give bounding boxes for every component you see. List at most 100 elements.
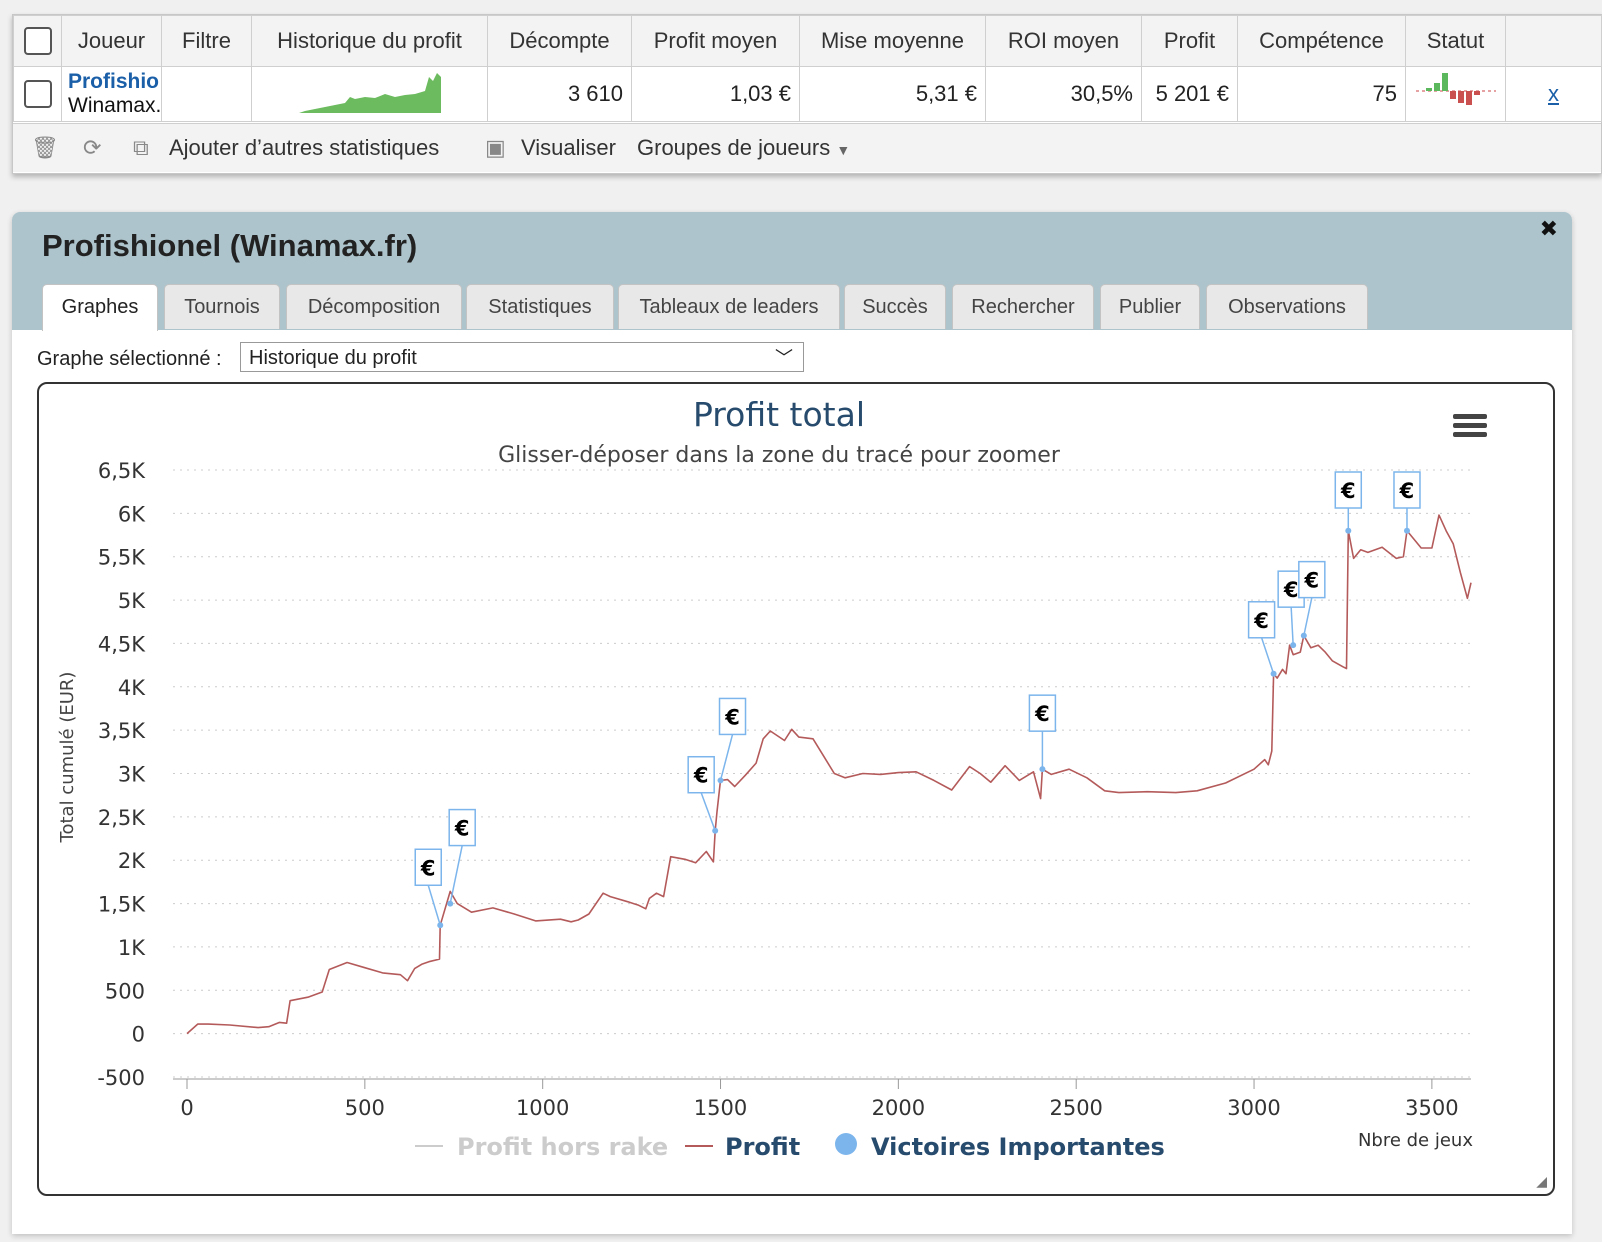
- close-icon[interactable]: ✖: [1539, 216, 1558, 241]
- tab-succes[interactable]: Succès: [844, 284, 946, 329]
- tab-leaderboards[interactable]: Tableaux de leaders: [618, 284, 840, 329]
- tab-observations[interactable]: Observations: [1206, 284, 1368, 329]
- marker-flag-label: €: [1399, 479, 1415, 503]
- marker-flag: [448, 808, 476, 847]
- marker-point: [1403, 527, 1410, 534]
- legend-item-victoires[interactable]: Victoires Importantes: [871, 1133, 1165, 1161]
- col-header-avg-stake[interactable]: Mise moyenne: [799, 15, 986, 67]
- skill-cell: 75: [1237, 66, 1406, 122]
- graph-select[interactable]: Historique du profit ﹀: [240, 342, 804, 372]
- marker-point: [1290, 642, 1297, 649]
- marker-flag: [1393, 471, 1421, 509]
- col-header-avg-profit[interactable]: Profit moyen: [631, 15, 800, 67]
- big-win-marker[interactable]: €: [447, 808, 476, 907]
- marker-connector: [427, 885, 441, 926]
- col-header-status[interactable]: Statut: [1405, 15, 1506, 67]
- col-header-remove: [1505, 15, 1602, 67]
- col-header-filter[interactable]: Filtre: [161, 15, 252, 67]
- x-tick-label: 1000: [516, 1096, 569, 1120]
- chart-title: Profit total: [693, 395, 865, 434]
- x-tick-label: 2000: [872, 1096, 925, 1120]
- legend-item-profit-hors-rake[interactable]: Profit hors rake: [457, 1133, 668, 1161]
- big-win-marker[interactable]: €: [1334, 471, 1363, 534]
- marker-flag-label: €: [724, 705, 740, 729]
- legend-item-profit[interactable]: Profit: [725, 1133, 800, 1161]
- profit-chart[interactable]: Profit total Glisser-déposer dans la zon…: [37, 382, 1555, 1196]
- tab-graphes[interactable]: Graphes: [42, 284, 158, 331]
- y-tick-label: 4,5K: [98, 632, 146, 656]
- tab-decomposition[interactable]: Décomposition: [286, 284, 462, 329]
- big-win-marker[interactable]: €: [414, 848, 444, 929]
- big-win-marker[interactable]: €: [1028, 694, 1057, 773]
- col-header-count[interactable]: Décompte: [487, 15, 632, 67]
- series-line-profit[interactable]: [186, 514, 1472, 1035]
- chart-menu-icon[interactable]: [1453, 414, 1487, 437]
- col-header-player[interactable]: Joueur: [61, 15, 162, 67]
- avg-profit-cell: 1,03 €: [631, 66, 800, 122]
- y-tick-label: 6K: [118, 502, 146, 526]
- chart-subtitle: Glisser-déposer dans la zone du tracé po…: [498, 443, 1061, 468]
- marker-flag-label: €: [1340, 479, 1356, 503]
- marker-flag-label: €: [693, 764, 709, 788]
- marker-flag: [1247, 601, 1276, 639]
- filter-cell[interactable]: [161, 66, 252, 122]
- tab-publier[interactable]: Publier: [1100, 284, 1200, 329]
- trash-icon[interactable]: 🗑: [31, 135, 59, 160]
- marker-flag-label: €: [420, 856, 436, 880]
- count-cell: 3 610: [487, 66, 632, 122]
- y-tick-label: 3,5K: [98, 719, 146, 743]
- tab-tournois[interactable]: Tournois: [164, 284, 280, 329]
- select-all-checkbox[interactable]: [23, 27, 52, 56]
- player-site: Winamax.: [68, 94, 162, 117]
- caret-down-icon: ▼: [836, 142, 851, 158]
- add-stats-button[interactable]: Ajouter d’autres statistiques: [169, 135, 440, 160]
- remove-player-link[interactable]: x: [1548, 81, 1559, 106]
- big-win-marker[interactable]: €: [1247, 601, 1277, 677]
- marker-point: [717, 777, 724, 784]
- chart-svg[interactable]: Profit total Glisser-déposer dans la zon…: [39, 384, 1553, 1194]
- marker-flag: [718, 697, 747, 736]
- y-tick-label: 4K: [118, 676, 146, 700]
- x-tick-label: 3500: [1405, 1096, 1458, 1120]
- col-header-skill[interactable]: Compétence: [1237, 15, 1406, 67]
- marker-connector: [1290, 607, 1294, 646]
- big-win-marker[interactable]: €: [1393, 471, 1421, 534]
- remove-cell: x: [1505, 66, 1602, 122]
- col-header-profit-history[interactable]: Historique du profit: [251, 15, 488, 67]
- y-tick-label: 2,5K: [98, 806, 146, 830]
- visualize-button[interactable]: Visualiser: [521, 135, 616, 160]
- x-tick-label: 1500: [694, 1096, 747, 1120]
- y-tick-label: 5,5K: [98, 546, 146, 570]
- tab-statistiques[interactable]: Statistiques: [466, 284, 614, 329]
- resize-grip-icon[interactable]: ◢: [1536, 1173, 1547, 1189]
- profit-cell: 5 201 €: [1141, 66, 1238, 122]
- big-win-marker[interactable]: €: [1298, 560, 1326, 639]
- x-tick-label: 3000: [1227, 1096, 1280, 1120]
- col-header-profit[interactable]: Profit: [1141, 15, 1238, 67]
- marker-connector: [700, 792, 716, 831]
- marker-point: [437, 922, 444, 929]
- profit-sparkline: [298, 73, 441, 113]
- panel-header: Profishionel (Winamax.fr) ✖ Graphes Tour…: [12, 212, 1572, 331]
- marker-point: [1345, 527, 1352, 534]
- profit-history-cell: [251, 66, 488, 122]
- y-tick-label: 6,5K: [98, 459, 146, 483]
- marker-flag: [1298, 560, 1326, 599]
- col-header-avg-roi[interactable]: ROI moyen: [985, 15, 1142, 67]
- player-groups-dropdown[interactable]: Groupes de joueurs ▼: [637, 124, 850, 172]
- refresh-icon[interactable]: ⟳: [83, 135, 102, 160]
- row-checkbox[interactable]: [23, 80, 52, 109]
- player-name-link[interactable]: Profishio: [68, 70, 160, 93]
- big-win-marker[interactable]: €: [717, 697, 747, 784]
- marker-connector: [449, 845, 463, 904]
- x-tick-label: 0: [180, 1096, 193, 1120]
- select-all-header[interactable]: [13, 15, 62, 67]
- marker-point: [712, 827, 719, 834]
- marker-flag: [1334, 471, 1363, 509]
- marker-connector: [1260, 637, 1275, 675]
- avg-roi-cell: 30,5%: [985, 66, 1142, 122]
- marker-point: [1039, 766, 1046, 773]
- tab-rechercher[interactable]: Rechercher: [952, 284, 1094, 329]
- big-win-marker[interactable]: €: [687, 755, 719, 834]
- row-select-cell[interactable]: [13, 66, 62, 122]
